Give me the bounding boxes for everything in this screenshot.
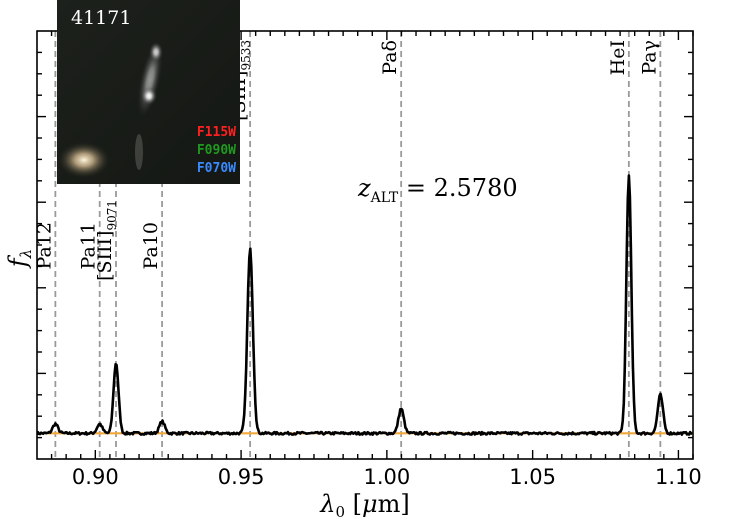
filter-label-f070w: F070W bbox=[197, 161, 236, 176]
line-label-3: Pa10 bbox=[140, 222, 162, 269]
filter-label-f090w: F090W bbox=[197, 143, 236, 158]
x-tick-label-1: 0.95 bbox=[218, 465, 265, 489]
x-tick-label-3: 1.05 bbox=[509, 465, 556, 489]
line-label-5: Paδ bbox=[379, 40, 401, 75]
line-label-7: Paγ bbox=[638, 40, 660, 75]
x-axis-label: λ0 [μm] bbox=[319, 490, 410, 521]
object-id-label: 41171 bbox=[71, 7, 131, 29]
galaxy-knot-upper bbox=[149, 42, 163, 62]
galaxy-blob-lower-left bbox=[58, 142, 110, 178]
galaxy-image-inset: 41171 F115W F090W F070W bbox=[57, 0, 240, 184]
line-label-0: Pa12 bbox=[33, 222, 55, 269]
line-label-2: [SIII]9071 bbox=[94, 200, 119, 281]
x-tick-label-2: 1.00 bbox=[363, 465, 410, 489]
filter-legend: F115W F090W F070W bbox=[197, 125, 236, 176]
y-axis-label: fλ bbox=[4, 249, 35, 269]
spectrum-layer bbox=[37, 174, 693, 436]
line-label-6: HeI bbox=[607, 40, 629, 75]
x-tick-label-0: 0.90 bbox=[72, 465, 119, 489]
galaxy-tail bbox=[135, 134, 143, 170]
filter-label-f115w: F115W bbox=[197, 125, 236, 140]
redshift-value: 2.5780 bbox=[434, 174, 518, 202]
line-label-1: Pa11 bbox=[78, 222, 100, 269]
x-tick-labels: 0.90 0.95 1.00 1.05 1.10 bbox=[72, 465, 702, 489]
emission-line-labels: Pa12Pa11[SIII]9071Pa10[SIII]9533PaδHeIPa… bbox=[33, 40, 660, 281]
x-tick-label-4: 1.10 bbox=[655, 465, 702, 489]
galaxy-knot-bright bbox=[141, 87, 157, 105]
redshift-annotation: zALT = 2.5780 bbox=[357, 174, 518, 206]
spectrum-line bbox=[37, 174, 693, 436]
